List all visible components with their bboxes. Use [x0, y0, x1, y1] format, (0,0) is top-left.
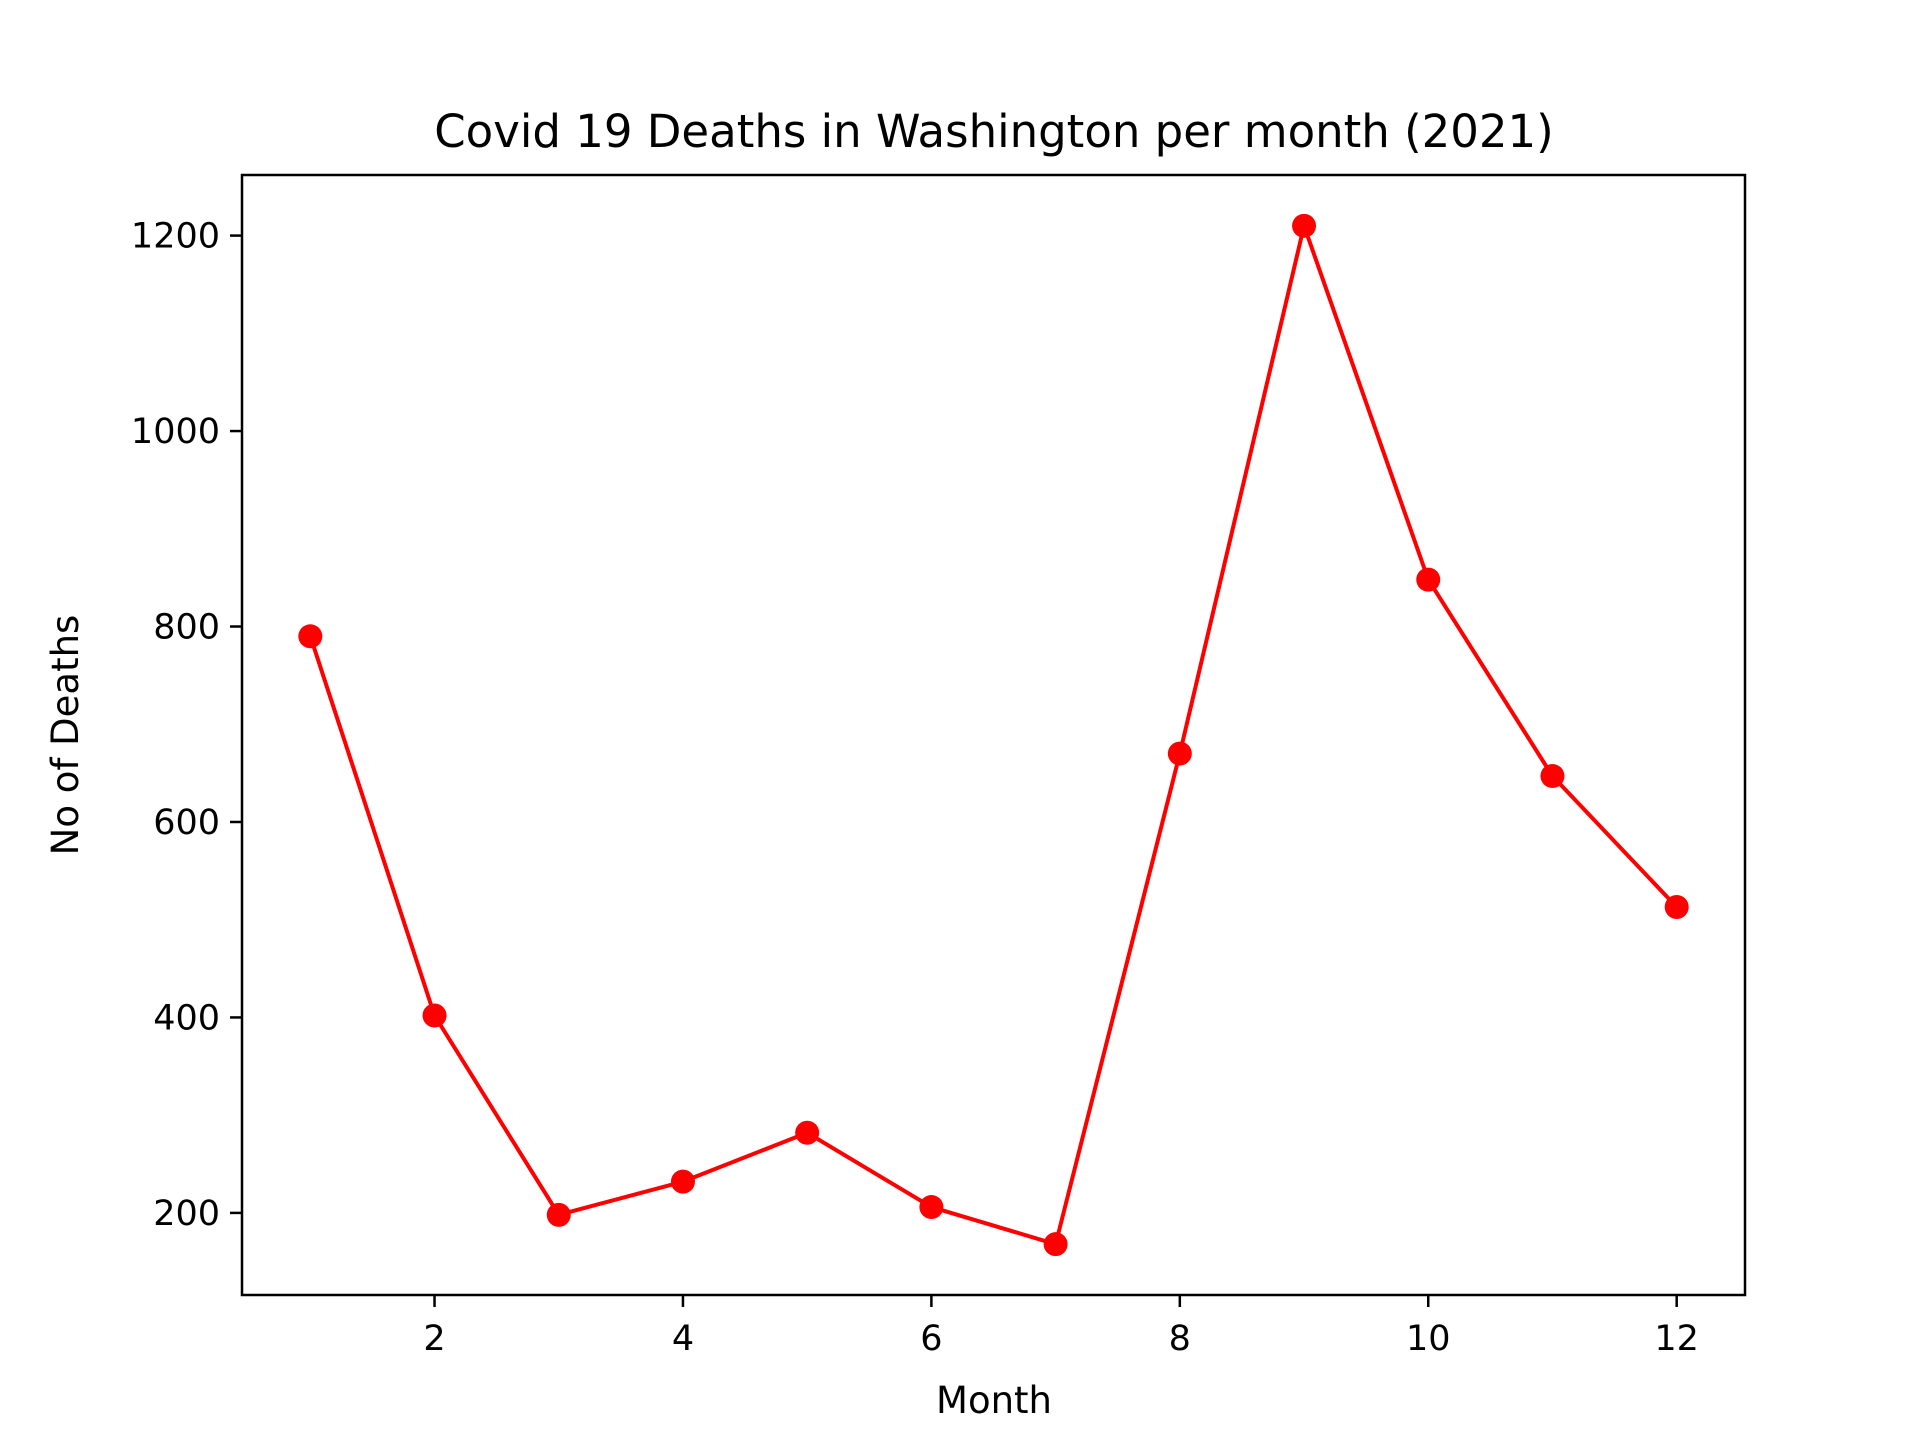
x-axis-ticks: 2 4 6 8 10 12	[423, 1295, 1699, 1359]
data-point	[1043, 1232, 1068, 1257]
data-point	[1292, 213, 1317, 238]
y-axis-ticks: 200 400 600 800 1000 1200	[131, 217, 242, 1234]
data-point	[422, 1003, 447, 1028]
x-tick-label: 2	[423, 1319, 445, 1359]
y-tick-label: 800	[153, 608, 220, 648]
series-line	[308, 223, 1679, 1247]
y-tick-label: 400	[153, 998, 220, 1038]
y-tick-label: 1000	[131, 412, 220, 452]
data-point	[1664, 895, 1689, 920]
data-point	[1167, 741, 1192, 766]
y-tick-label: 1200	[131, 217, 220, 257]
x-tick-label: 8	[1169, 1319, 1191, 1359]
data-point	[1416, 567, 1441, 592]
x-tick-label: 6	[920, 1319, 942, 1359]
y-axis-label: No of Deaths	[44, 615, 87, 856]
data-point	[795, 1120, 820, 1145]
data-point	[546, 1202, 571, 1227]
data-point	[298, 624, 323, 649]
x-axis-label: Month	[936, 1379, 1052, 1422]
data-point	[1540, 764, 1565, 789]
y-tick-label: 200	[153, 1194, 220, 1234]
data-point	[670, 1169, 695, 1194]
x-tick-label: 4	[672, 1319, 694, 1359]
y-tick-label: 600	[153, 803, 220, 843]
chart-title: Covid 19 Deaths in Washington per month …	[434, 105, 1553, 158]
series-layer	[298, 213, 1689, 1257]
x-tick-label: 10	[1406, 1319, 1451, 1359]
x-tick-label: 12	[1654, 1319, 1699, 1359]
plot-frame	[240, 173, 1747, 1297]
data-point	[919, 1195, 944, 1220]
